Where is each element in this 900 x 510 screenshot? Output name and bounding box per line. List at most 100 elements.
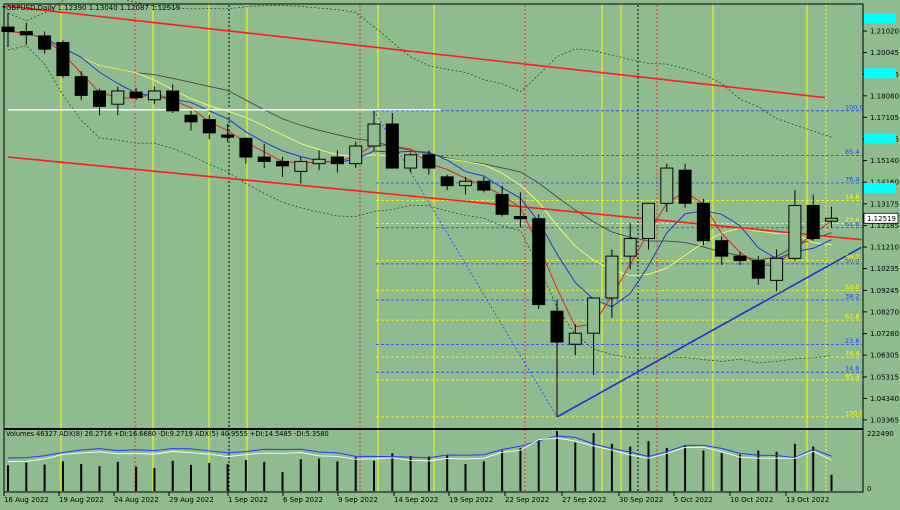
- candle-body: [1, 26, 15, 33]
- fib-level-label: 38.2: [845, 292, 859, 300]
- candle-body: [56, 42, 70, 77]
- candle-body: [422, 154, 436, 169]
- candle-body: [367, 123, 381, 147]
- fibonacci-levels: [376, 110, 862, 418]
- candle-body: [825, 217, 838, 222]
- candle-body: [184, 114, 198, 123]
- fib-level-label: 14.6: [845, 365, 859, 373]
- candle-body: [257, 156, 271, 162]
- current-price-label: 1.12519: [867, 215, 896, 223]
- bollinger-upper-line: [7, 0, 832, 138]
- price-label: 1.21020: [870, 28, 899, 36]
- time-label: 29 Aug 2022: [169, 496, 214, 504]
- price-label: 1.06305: [870, 352, 899, 360]
- price-label: 1.13175: [870, 200, 899, 208]
- fib-level-label: 100.0: [845, 409, 864, 417]
- ma-fast-line: [7, 31, 832, 308]
- bollinger-lower-line: [7, 45, 832, 364]
- price-label: 1.12185: [870, 222, 899, 230]
- candle-body: [751, 260, 765, 279]
- price-label: 1.04340: [870, 395, 899, 403]
- time-axis: 16 Aug 2022 19 Aug 2022 24 Aug 2022 29 Aug …: [3, 492, 829, 504]
- candle-body: [587, 297, 601, 334]
- indicator-label: Volumes 46327 ADX(8) 26.2716 +DI:16.6680…: [6, 430, 329, 438]
- candle-body: [239, 137, 253, 158]
- candle-body: [404, 154, 418, 169]
- price-label: 1.10235: [870, 265, 899, 273]
- candle-body: [715, 240, 729, 257]
- price-highlight-box: [864, 182, 896, 193]
- candle-body: [147, 90, 161, 101]
- candle-body: [221, 134, 235, 138]
- adx-line-blue: [7, 435, 832, 459]
- candle-body: [513, 216, 527, 220]
- time-label: 6 Sep 2022: [283, 496, 323, 504]
- price-axis: 1.210201.200451.190551.180801.171051.161…: [863, 13, 899, 424]
- adx-line-white: [7, 437, 832, 463]
- price-label: 1.15140: [870, 157, 899, 165]
- price-label: 1.03365: [870, 416, 899, 424]
- candle-body: [770, 257, 784, 281]
- fib-level-label: 61.8: [845, 313, 859, 321]
- vertical-separators: [60, 5, 827, 492]
- candle-body: [349, 145, 363, 165]
- time-label: 19 Aug 2022: [59, 496, 104, 504]
- fib-level-label: 61.8: [845, 220, 859, 228]
- indicator-pane-frame: [3, 428, 864, 493]
- price-label: 1.05315: [870, 373, 899, 381]
- time-label: 22 Sep 2022: [505, 496, 549, 504]
- candle-body: [385, 123, 399, 169]
- fib-level-label: 50.0: [845, 283, 859, 291]
- candle-body: [330, 156, 344, 165]
- fib-level-label: 85.4: [845, 372, 859, 380]
- volume-axis-bottom: 0: [867, 485, 871, 493]
- time-label: 27 Sep 2022: [562, 496, 606, 504]
- candle-body: [312, 158, 326, 165]
- trendline-red: [7, 5, 825, 99]
- moving-averages: [7, 0, 832, 364]
- candle-body: [788, 204, 802, 259]
- fib-level-label: 23.6: [845, 216, 859, 224]
- candle-body: [605, 255, 619, 299]
- time-label: 16 Aug 2022: [4, 496, 49, 504]
- price-highlight-box: [864, 13, 896, 24]
- fib-level-label: 38.2: [845, 253, 859, 261]
- candle-body: [660, 167, 674, 204]
- trendline-blue: [556, 246, 862, 418]
- candle-body: [550, 310, 564, 343]
- candle-body: [202, 119, 216, 134]
- candle-body: [568, 332, 582, 345]
- adx-lines: [7, 435, 832, 463]
- fib-level-label: 50.0: [845, 256, 859, 264]
- ma-mid-line: [7, 31, 832, 277]
- candle-body: [276, 160, 289, 167]
- time-label: 19 Sep 2022: [449, 496, 493, 504]
- fib-level-label: 76.4: [845, 350, 859, 358]
- candle-body: [38, 35, 52, 50]
- candle-body: [129, 91, 143, 99]
- candle-body: [678, 169, 692, 204]
- time-label: 5 Oct 2022: [674, 496, 713, 504]
- candle-body: [623, 238, 637, 257]
- time-label: 30 Sep 2022: [619, 496, 663, 504]
- time-label: 13 Oct 2022: [786, 496, 829, 504]
- time-label: 10 Oct 2022: [730, 496, 773, 504]
- candle-body: [166, 90, 180, 112]
- time-label: 9 Sep 2022: [338, 496, 378, 504]
- candle-body: [733, 255, 747, 262]
- fib-level-label: 76.4: [845, 176, 859, 184]
- candle-body: [495, 193, 509, 215]
- time-label: 1 Sep 2022: [228, 496, 268, 504]
- fib-level-label: 14.6: [845, 193, 859, 201]
- price-highlight-box: [864, 68, 896, 79]
- price-label: 1.20045: [870, 49, 899, 57]
- fib-level-label: 23.6: [845, 337, 859, 345]
- price-label: 1.11210: [870, 244, 899, 252]
- candle-body: [532, 218, 546, 306]
- collapse-triangle-icon[interactable]: [2, 6, 6, 9]
- price-highlight-box: [864, 133, 896, 144]
- price-label: 1.08270: [870, 308, 899, 316]
- candle-body: [440, 176, 454, 187]
